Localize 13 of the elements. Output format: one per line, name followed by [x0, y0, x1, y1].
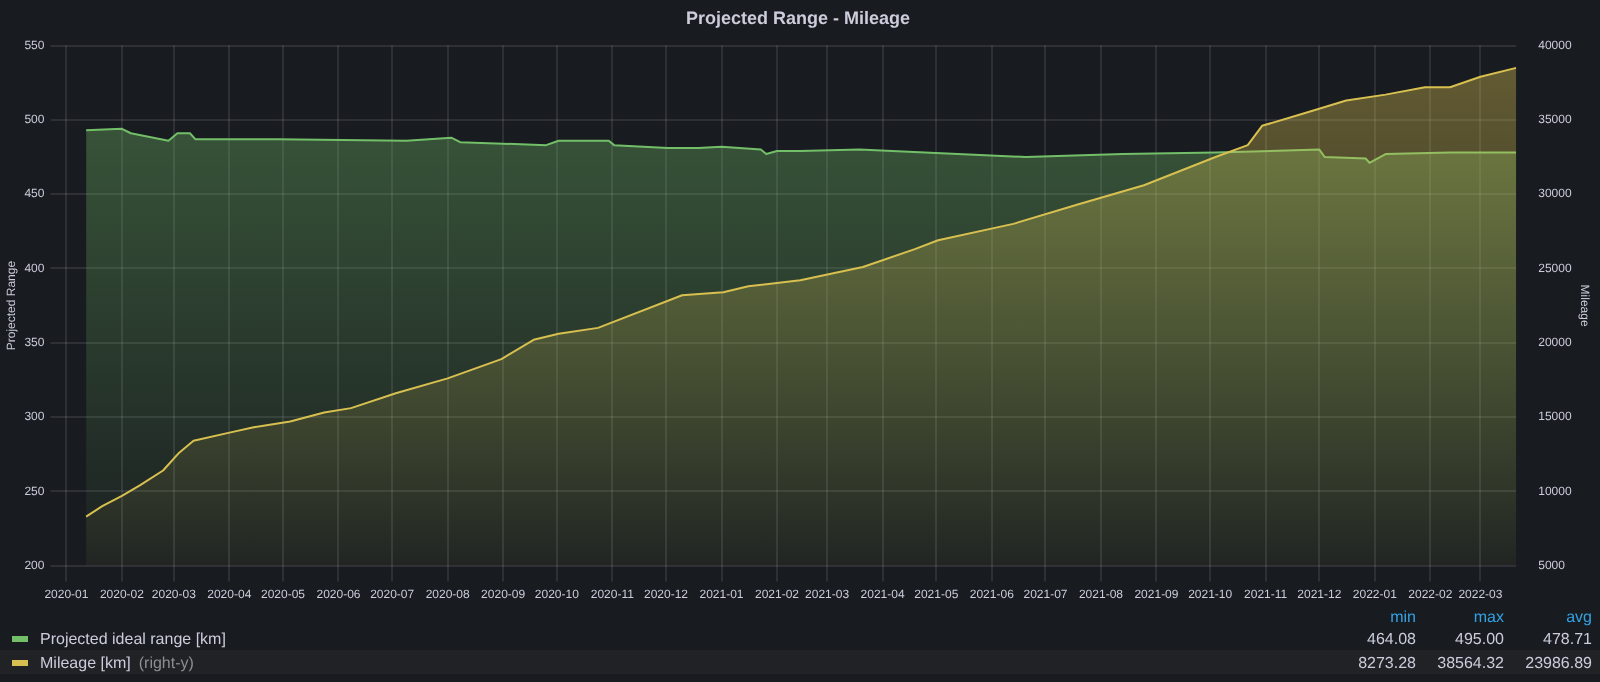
- text: 478.71: [1541, 629, 1592, 647]
- chart-title: Projected Range - Mileage: [685, 7, 911, 28]
- text: avg: [1564, 608, 1592, 626]
- text: 464.08: [1365, 629, 1416, 647]
- text: 38564.32: [1435, 653, 1504, 671]
- text: (right-y): [138, 653, 194, 671]
- text: min: [1388, 608, 1416, 626]
- text: 8273.28: [1356, 653, 1416, 671]
- text: max: [1471, 608, 1504, 626]
- legend-label: Mileage [km]: [40, 653, 131, 671]
- text: 23986.89: [1523, 653, 1592, 671]
- text: 495.00: [1453, 629, 1504, 647]
- legend-label: Projected ideal range [km]: [40, 629, 228, 647]
